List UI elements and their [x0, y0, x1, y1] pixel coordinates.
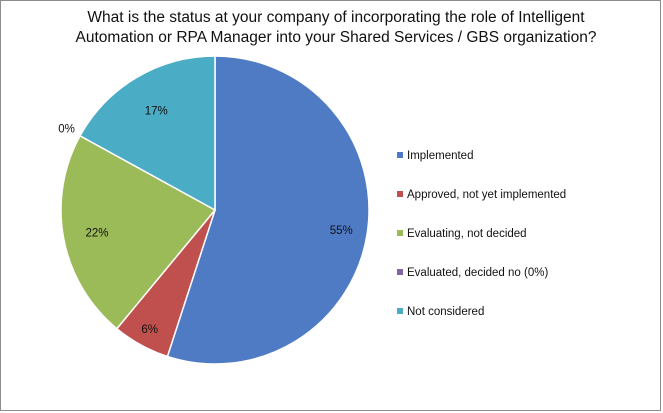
legend-label-approved: Approved, not yet implemented — [407, 189, 567, 202]
data-label-evaluating: 22% — [85, 228, 108, 240]
chart-title-line-1: What is the status at your company of in… — [87, 9, 585, 26]
legend-swatch-evaluating — [397, 230, 403, 237]
legend-item-evaluating: Evaluating, not decided — [397, 228, 566, 248]
legend-swatch-implemented — [397, 152, 403, 158]
data-label-not-considered: 17% — [145, 106, 168, 118]
legend-swatch-decided-no — [397, 269, 403, 276]
data-label-approved: 6% — [141, 324, 158, 336]
legend-label-not-considered: Not considered — [407, 306, 485, 319]
legend-item-implemented: Implemented — [397, 150, 566, 170]
legend-label-implemented: Implemented — [407, 150, 474, 162]
data-label-implemented: 55% — [330, 225, 353, 237]
chart-legend: Implemented Approved, not yet implemente… — [397, 150, 566, 345]
chart-title-line-2: Automation or RPA Manager into your Shar… — [75, 29, 597, 46]
data-label-decided-no: 0% — [58, 123, 75, 135]
legend-swatch-not-considered — [397, 308, 403, 315]
pie-slice-evaluating — [60, 134, 217, 330]
legend-item-approved: Approved, not yet implemented — [397, 189, 566, 209]
legend-item-decided-no: Evaluated, decided no (0%) — [397, 267, 566, 287]
legend-label-decided-no: Evaluated, decided no (0%) — [407, 267, 549, 280]
legend-label-evaluating: Evaluating, not decided — [407, 228, 527, 241]
legend-swatch-approved — [397, 191, 403, 198]
chart-title: What is the status at your company of in… — [31, 8, 641, 48]
pie-slice-not-considered — [79, 55, 216, 212]
legend-item-not-considered: Not considered — [397, 306, 566, 326]
pie-slice-implemented — [166, 55, 370, 365]
